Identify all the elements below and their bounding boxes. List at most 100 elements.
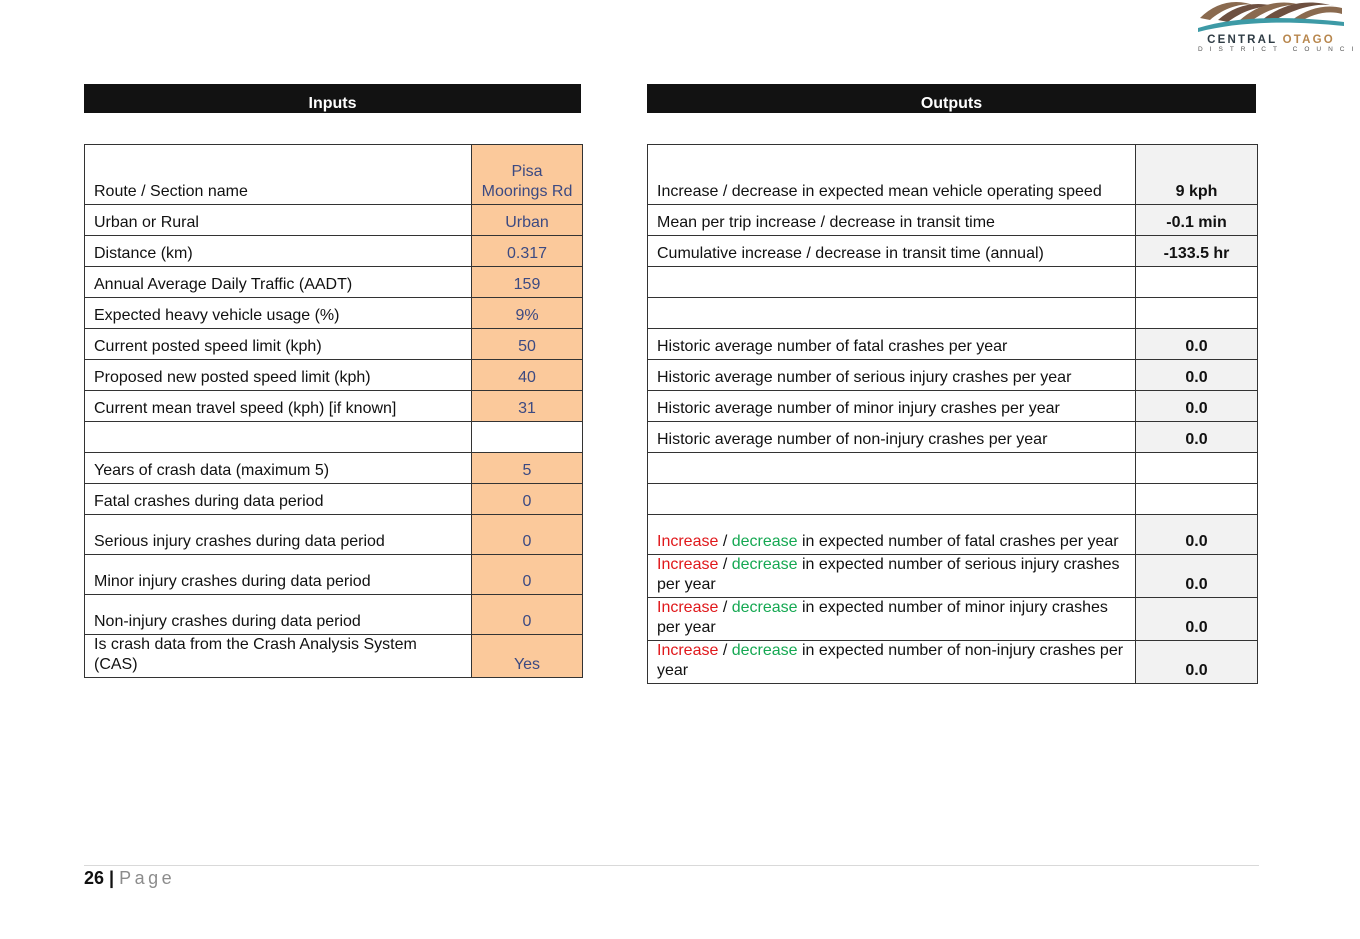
input-row-route: Route / Section name Pisa Moorings Rd bbox=[84, 144, 583, 205]
input-value-blank bbox=[471, 421, 583, 453]
input-row-heavy-vehicle: Expected heavy vehicle usage (%) 9% bbox=[84, 297, 583, 329]
output-value-historic-fatal: 0.0 bbox=[1135, 328, 1258, 360]
input-row-minor-crashes: Minor injury crashes during data period … bbox=[84, 554, 583, 595]
input-row-aadt: Annual Average Daily Traffic (AADT) 159 bbox=[84, 266, 583, 298]
output-label bbox=[647, 452, 1136, 484]
output-label: Historic average number of fatal crashes… bbox=[647, 328, 1136, 360]
input-value-heavy-vehicle[interactable]: 9% bbox=[471, 297, 583, 329]
output-row-expected-serious: Increase / decrease in expected number o… bbox=[647, 554, 1258, 598]
output-value-historic-non-injury: 0.0 bbox=[1135, 421, 1258, 453]
input-label: Annual Average Daily Traffic (AADT) bbox=[84, 266, 472, 298]
output-row-historic-serious: Historic average number of serious injur… bbox=[647, 359, 1258, 391]
input-row-serious-crashes: Serious injury crashes during data perio… bbox=[84, 514, 583, 555]
output-value-trip-time: -0.1 min bbox=[1135, 204, 1258, 236]
output-label: Historic average number of serious injur… bbox=[647, 359, 1136, 391]
output-row-speed-change: Increase / decrease in expected mean veh… bbox=[647, 144, 1258, 205]
output-value-blank bbox=[1135, 297, 1258, 329]
footer-divider bbox=[84, 865, 1259, 866]
input-value-current-speed-limit[interactable]: 50 bbox=[471, 328, 583, 360]
input-row-current-speed-limit: Current posted speed limit (kph) 50 bbox=[84, 328, 583, 360]
input-value-urban-rural[interactable]: Urban bbox=[471, 204, 583, 236]
input-label: Proposed new posted speed limit (kph) bbox=[84, 359, 472, 391]
output-label: Increase / decrease in expected mean veh… bbox=[647, 144, 1136, 205]
outputs-table: Increase / decrease in expected mean veh… bbox=[647, 144, 1258, 684]
output-row-expected-minor: Increase / decrease in expected number o… bbox=[647, 597, 1258, 641]
output-value-historic-serious: 0.0 bbox=[1135, 359, 1258, 391]
input-value-cas[interactable]: Yes bbox=[471, 634, 583, 678]
output-label: Increase / decrease in expected number o… bbox=[647, 597, 1136, 641]
input-label: Urban or Rural bbox=[84, 204, 472, 236]
page-footer: 26 | Page bbox=[84, 868, 175, 889]
output-value-expected-fatal: 0.0 bbox=[1135, 514, 1258, 555]
output-row-blank bbox=[647, 266, 1258, 298]
input-value-mean-travel-speed[interactable]: 31 bbox=[471, 390, 583, 422]
input-row-cas: Is crash data from the Crash Analysis Sy… bbox=[84, 634, 583, 678]
output-row-historic-fatal: Historic average number of fatal crashes… bbox=[647, 328, 1258, 360]
input-label: Fatal crashes during data period bbox=[84, 483, 472, 515]
input-label: Expected heavy vehicle usage (%) bbox=[84, 297, 472, 329]
page-word: Page bbox=[119, 868, 176, 888]
output-value-blank bbox=[1135, 452, 1258, 484]
output-value-expected-non-injury: 0.0 bbox=[1135, 640, 1258, 684]
output-label: Increase / decrease in expected number o… bbox=[647, 514, 1136, 555]
page-number: 26 bbox=[84, 868, 105, 888]
input-label: Distance (km) bbox=[84, 235, 472, 267]
output-value-historic-minor: 0.0 bbox=[1135, 390, 1258, 422]
input-value-proposed-speed-limit[interactable]: 40 bbox=[471, 359, 583, 391]
outputs-header: Outputs bbox=[647, 84, 1256, 113]
input-value-route[interactable]: Pisa Moorings Rd bbox=[471, 144, 583, 205]
logo-subtitle: DISTRICT COUNCIL bbox=[1198, 46, 1360, 53]
output-row-trip-time: Mean per trip increase / decrease in tra… bbox=[647, 204, 1258, 236]
output-row-blank bbox=[647, 483, 1258, 515]
input-label: Years of crash data (maximum 5) bbox=[84, 452, 472, 484]
output-label: Increase / decrease in expected number o… bbox=[647, 640, 1136, 684]
output-label: Mean per trip increase / decrease in tra… bbox=[647, 204, 1136, 236]
output-label bbox=[647, 297, 1136, 329]
output-value-blank bbox=[1135, 483, 1258, 515]
output-row-expected-fatal: Increase / decrease in expected number o… bbox=[647, 514, 1258, 555]
output-value-cumulative-time: -133.5 hr bbox=[1135, 235, 1258, 267]
output-value-blank bbox=[1135, 266, 1258, 298]
output-label: Historic average number of non-injury cr… bbox=[647, 421, 1136, 453]
input-label: Non-injury crashes during data period bbox=[84, 594, 472, 635]
input-row-proposed-speed-limit: Proposed new posted speed limit (kph) 40 bbox=[84, 359, 583, 391]
output-row-blank bbox=[647, 297, 1258, 329]
input-row-years-crash-data: Years of crash data (maximum 5) 5 bbox=[84, 452, 583, 484]
output-row-historic-non-injury: Historic average number of non-injury cr… bbox=[647, 421, 1258, 453]
output-value-expected-minor: 0.0 bbox=[1135, 597, 1258, 641]
input-value-aadt[interactable]: 159 bbox=[471, 266, 583, 298]
input-label: Minor injury crashes during data period bbox=[84, 554, 472, 595]
footer-separator: | bbox=[104, 868, 120, 888]
input-label: Current mean travel speed (kph) [if know… bbox=[84, 390, 472, 422]
input-row-urban-rural: Urban or Rural Urban bbox=[84, 204, 583, 236]
inputs-table: Route / Section name Pisa Moorings Rd Ur… bbox=[84, 144, 583, 678]
logo-name: CENTRAL OTAGO bbox=[1207, 34, 1335, 46]
input-value-minor-crashes[interactable]: 0 bbox=[471, 554, 583, 595]
output-label bbox=[647, 483, 1136, 515]
input-row-fatal-crashes: Fatal crashes during data period 0 bbox=[84, 483, 583, 515]
output-row-cumulative-time: Cumulative increase / decrease in transi… bbox=[647, 235, 1258, 267]
input-label: Current posted speed limit (kph) bbox=[84, 328, 472, 360]
input-label: Route / Section name bbox=[84, 144, 472, 205]
input-value-non-injury-crashes[interactable]: 0 bbox=[471, 594, 583, 635]
output-label: Historic average number of minor injury … bbox=[647, 390, 1136, 422]
input-label: Serious injury crashes during data perio… bbox=[84, 514, 472, 555]
output-label: Cumulative increase / decrease in transi… bbox=[647, 235, 1136, 267]
output-row-expected-non-injury: Increase / decrease in expected number o… bbox=[647, 640, 1258, 684]
input-value-serious-crashes[interactable]: 0 bbox=[471, 514, 583, 555]
input-label: Is crash data from the Crash Analysis Sy… bbox=[84, 634, 472, 678]
output-value-expected-serious: 0.0 bbox=[1135, 554, 1258, 598]
output-value-speed-change: 9 kph bbox=[1135, 144, 1258, 205]
input-row-mean-travel-speed: Current mean travel speed (kph) [if know… bbox=[84, 390, 583, 422]
input-row-blank bbox=[84, 421, 583, 453]
input-value-years-crash-data[interactable]: 5 bbox=[471, 452, 583, 484]
inputs-header: Inputs bbox=[84, 84, 581, 113]
input-value-fatal-crashes[interactable]: 0 bbox=[471, 483, 583, 515]
output-row-blank bbox=[647, 452, 1258, 484]
output-label bbox=[647, 266, 1136, 298]
input-value-distance[interactable]: 0.317 bbox=[471, 235, 583, 267]
output-row-historic-minor: Historic average number of minor injury … bbox=[647, 390, 1258, 422]
output-label: Increase / decrease in expected number o… bbox=[647, 554, 1136, 598]
input-label bbox=[84, 421, 472, 453]
council-logo-icon bbox=[1198, 2, 1344, 32]
